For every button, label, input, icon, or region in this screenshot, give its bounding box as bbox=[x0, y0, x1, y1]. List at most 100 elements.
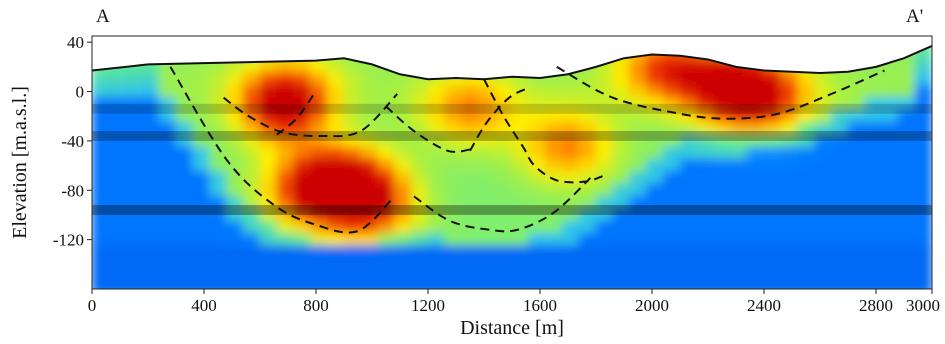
heatmap-cell bbox=[276, 171, 295, 185]
heatmap-cell bbox=[242, 269, 261, 284]
heatmap-cell bbox=[242, 47, 261, 62]
heatmap-cell bbox=[276, 45, 295, 49]
heatmap-cell bbox=[629, 134, 647, 148]
heatmap-cell bbox=[92, 269, 110, 284]
heatmap-cell bbox=[427, 208, 446, 222]
heatmap-cell bbox=[645, 45, 664, 49]
heatmap-cell bbox=[780, 171, 799, 185]
heatmap-cell bbox=[242, 232, 261, 247]
heatmap-cell bbox=[729, 282, 748, 289]
heatmap-cell bbox=[578, 257, 597, 271]
heatmap-cell bbox=[713, 47, 731, 62]
heatmap-cell bbox=[528, 45, 547, 49]
heatmap-cell bbox=[259, 208, 278, 222]
heatmap-cell bbox=[360, 84, 379, 99]
heatmap-cell bbox=[511, 257, 530, 271]
dashed-boundary bbox=[385, 105, 471, 153]
heatmap-cell bbox=[645, 195, 664, 210]
heatmap-cell bbox=[763, 72, 782, 86]
heatmap-cell bbox=[92, 45, 110, 49]
heatmap-cell bbox=[293, 72, 311, 86]
heatmap-cell bbox=[276, 195, 295, 210]
heatmap-cell bbox=[729, 134, 748, 148]
heatmap-cell bbox=[511, 97, 530, 111]
heatmap-cell bbox=[108, 195, 127, 210]
heatmap-cell bbox=[326, 232, 345, 247]
heatmap-cell bbox=[276, 220, 295, 234]
heatmap-cell bbox=[813, 232, 832, 247]
heatmap-cell bbox=[713, 134, 731, 148]
heatmap-cell bbox=[225, 47, 244, 62]
heatmap-cell bbox=[410, 245, 429, 259]
heatmap-cell bbox=[343, 72, 362, 86]
heatmap-cell bbox=[410, 183, 429, 197]
heatmap-cell bbox=[125, 220, 143, 234]
heatmap-cell bbox=[175, 146, 194, 160]
heatmap-cell bbox=[746, 84, 765, 99]
heatmap-cell bbox=[393, 195, 412, 210]
heatmap-cell bbox=[780, 146, 799, 160]
heatmap-cell bbox=[511, 158, 530, 173]
heatmap-cell bbox=[461, 208, 479, 222]
heatmap-cell bbox=[645, 183, 664, 197]
heatmap-cell bbox=[209, 183, 227, 197]
heatmap-cell bbox=[914, 158, 932, 173]
heatmap-cell bbox=[242, 84, 261, 99]
heatmap-cell bbox=[511, 60, 530, 74]
heatmap-cell bbox=[158, 121, 177, 136]
heatmap-cell bbox=[545, 245, 563, 259]
heatmap-cell bbox=[158, 109, 177, 123]
heatmap-cell bbox=[746, 146, 765, 160]
heatmap-cell bbox=[914, 232, 932, 247]
heatmap-cell bbox=[225, 220, 244, 234]
heatmap-cell bbox=[108, 208, 127, 222]
heatmap-cell bbox=[343, 183, 362, 197]
heatmap-cell bbox=[393, 146, 412, 160]
heatmap-cell bbox=[545, 158, 563, 173]
heatmap-cell bbox=[629, 158, 647, 173]
heatmap-cell bbox=[477, 282, 496, 289]
heatmap-cell bbox=[410, 97, 429, 111]
heatmap-cell bbox=[561, 97, 580, 111]
heatmap-cell bbox=[494, 45, 513, 49]
heatmap-cell bbox=[477, 45, 496, 49]
heatmap-cell bbox=[797, 195, 815, 210]
heatmap-cell bbox=[528, 282, 547, 289]
heatmap-cell bbox=[477, 220, 496, 234]
heatmap-cell bbox=[444, 245, 463, 259]
heatmap-cell bbox=[192, 183, 211, 197]
heatmap-cell bbox=[360, 134, 379, 148]
heatmap-cell bbox=[259, 84, 278, 99]
heatmap-cell bbox=[545, 269, 563, 284]
heatmap-cell bbox=[561, 158, 580, 173]
heatmap-cell bbox=[326, 220, 345, 234]
heatmap-cell bbox=[864, 72, 883, 86]
heatmap-cell bbox=[309, 84, 328, 99]
heatmap-cell bbox=[780, 109, 799, 123]
heatmap-cell bbox=[410, 195, 429, 210]
heatmap-cell bbox=[914, 183, 932, 197]
heatmap-cell bbox=[578, 208, 597, 222]
heatmap-cell bbox=[881, 183, 899, 197]
heatmap-cell bbox=[259, 146, 278, 160]
heatmap-cell bbox=[746, 269, 765, 284]
heatmap-cell bbox=[746, 72, 765, 86]
heatmap-cell bbox=[713, 171, 731, 185]
heatmap-cell bbox=[763, 47, 782, 62]
heatmap-cell bbox=[612, 220, 631, 234]
heatmap-cell bbox=[662, 220, 681, 234]
heatmap-cell bbox=[276, 146, 295, 160]
heatmap-cell bbox=[729, 195, 748, 210]
heatmap-cell bbox=[763, 269, 782, 284]
heatmap-cell bbox=[645, 158, 664, 173]
dashed-boundary bbox=[276, 94, 315, 136]
heatmap-cell bbox=[528, 232, 547, 247]
heatmap-cell bbox=[192, 282, 211, 289]
heatmap-cell bbox=[612, 45, 631, 49]
heatmap-cell bbox=[595, 232, 614, 247]
heatmap-cell bbox=[427, 158, 446, 173]
heatmap-cell bbox=[158, 195, 177, 210]
heatmap-cell bbox=[427, 282, 446, 289]
heatmap-cell bbox=[612, 282, 631, 289]
heatmap-cell bbox=[528, 183, 547, 197]
